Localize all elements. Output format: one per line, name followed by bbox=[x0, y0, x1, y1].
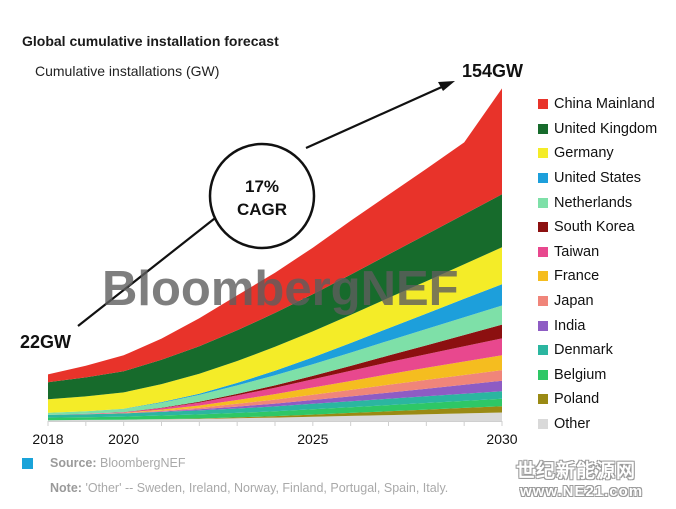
area-other bbox=[48, 412, 502, 421]
legend-label: Japan bbox=[554, 293, 594, 310]
legend-label: France bbox=[554, 268, 600, 285]
legend-label: Netherlands bbox=[554, 194, 633, 211]
legend-swatch bbox=[538, 246, 548, 257]
legend-swatch bbox=[538, 148, 548, 159]
legend-item-united-states: United States bbox=[538, 166, 657, 191]
cagr-circle bbox=[208, 142, 316, 250]
site-url-watermark: www.NE21.com bbox=[520, 483, 644, 500]
legend-label: China Mainland bbox=[554, 96, 655, 113]
legend-label: Taiwan bbox=[554, 243, 600, 260]
legend-swatch bbox=[538, 369, 548, 380]
note-text: 'Other' -- Sweden, Ireland, Norway, Finl… bbox=[85, 481, 449, 495]
source-footnote: Source: BloombergNEF bbox=[50, 456, 185, 470]
cagr-label: CAGR bbox=[237, 200, 287, 219]
legend-item-china-mainland: China Mainland bbox=[538, 92, 657, 117]
legend-item-united-kingdom: United Kingdom bbox=[538, 117, 657, 142]
legend-label: United States bbox=[554, 170, 642, 187]
area-united-kingdom bbox=[48, 194, 502, 400]
legend-item-other: Other bbox=[538, 412, 657, 437]
legend-swatch bbox=[538, 173, 548, 184]
source-marker bbox=[22, 458, 33, 469]
area-denmark bbox=[48, 391, 502, 418]
legend-item-denmark: Denmark bbox=[538, 338, 657, 363]
legend-item-japan: Japan bbox=[538, 289, 657, 314]
legend-item-netherlands: Netherlands bbox=[538, 190, 657, 215]
legend-swatch bbox=[538, 197, 548, 208]
start-value-label: 22GW bbox=[20, 332, 71, 352]
cagr-arrow-head-shaft bbox=[305, 84, 445, 150]
legend-swatch bbox=[538, 419, 548, 430]
source-label: Source: bbox=[50, 456, 97, 470]
legend-label: Poland bbox=[554, 391, 600, 408]
area-poland bbox=[48, 406, 502, 421]
legend-swatch bbox=[538, 271, 548, 282]
legend-label: Other bbox=[554, 416, 591, 433]
area-germany bbox=[48, 247, 502, 413]
legend-swatch bbox=[538, 394, 548, 405]
site-watermark: 世纪新能源网 bbox=[516, 461, 637, 482]
x-tick-label: 2030 bbox=[486, 431, 517, 447]
legend-swatch bbox=[538, 222, 548, 233]
legend-swatch bbox=[538, 296, 548, 307]
legend-item-poland: Poland bbox=[538, 387, 657, 412]
legend-item-belgium: Belgium bbox=[538, 363, 657, 388]
legend-item-france: France bbox=[538, 264, 657, 289]
page-title: Global cumulative installation forecast bbox=[22, 33, 279, 49]
legend-label: South Korea bbox=[554, 219, 635, 236]
area-china-mainland bbox=[48, 88, 502, 383]
note-footnote: Note: 'Other' -- Sweden, Ireland, Norway… bbox=[50, 481, 448, 495]
cagr-value: 17% bbox=[245, 177, 279, 196]
legend-swatch bbox=[538, 320, 548, 331]
legend-item-south-korea: South Korea bbox=[538, 215, 657, 240]
legend-item-india: India bbox=[538, 313, 657, 338]
end-value-label: 154GW bbox=[462, 61, 523, 81]
x-axis-ticks: 2018 2020 2025 2030 bbox=[32, 421, 518, 447]
chart-watermark: BloombergNEF bbox=[102, 262, 459, 316]
legend-swatch bbox=[538, 345, 548, 356]
legend-label: Germany bbox=[554, 145, 614, 162]
chart-areas bbox=[48, 88, 502, 421]
legend-label: United Kingdom bbox=[554, 120, 658, 137]
legend-label: Belgium bbox=[554, 366, 607, 383]
cagr-arrow-tail bbox=[77, 214, 220, 327]
legend-label: Denmark bbox=[554, 342, 613, 359]
cagr-arrow-head bbox=[438, 81, 455, 91]
x-tick-label: 2018 bbox=[32, 431, 63, 447]
chart-legend: China Mainland United Kingdom Germany Unite… bbox=[538, 92, 657, 436]
legend-item-taiwan: Taiwan bbox=[538, 240, 657, 265]
legend-swatch bbox=[538, 123, 548, 134]
legend-swatch bbox=[538, 99, 548, 110]
x-tick-label: 2025 bbox=[297, 431, 328, 447]
area-belgium bbox=[48, 398, 502, 421]
legend-label: India bbox=[554, 317, 586, 334]
note-label: Note: bbox=[50, 481, 82, 495]
y-axis-label: Cumulative installations (GW) bbox=[35, 63, 219, 79]
source-text: BloombergNEF bbox=[100, 456, 186, 470]
x-tick-label: 2020 bbox=[108, 431, 139, 447]
legend-item-germany: Germany bbox=[538, 141, 657, 166]
